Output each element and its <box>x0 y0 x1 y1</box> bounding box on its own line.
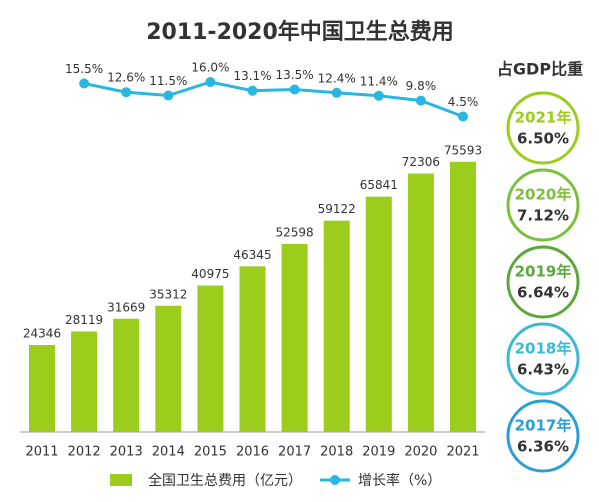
line-point <box>205 77 216 87</box>
data-label: 13.1% <box>233 69 271 83</box>
gdp-share-value: 7.12% <box>517 207 569 225</box>
data-label: 40975 <box>191 267 229 281</box>
x-tick-label: 2011 <box>25 445 58 460</box>
line-point <box>163 90 174 101</box>
x-tick-label: 2015 <box>194 445 227 460</box>
gdp-share-ring <box>506 399 580 473</box>
legend-swatch <box>110 474 132 486</box>
x-tick-label: 2012 <box>68 445 101 460</box>
line-point <box>289 84 300 95</box>
gdp-share-year: 2021年 <box>515 109 572 127</box>
line-point <box>458 111 468 122</box>
bar <box>71 331 98 432</box>
bar <box>323 220 350 432</box>
gdp-share-value: 6.50% <box>517 130 569 148</box>
chart-title: 2011-2020年中国卫生总费用 <box>146 19 454 45</box>
bar <box>29 344 55 432</box>
x-tick-label: 2021 <box>446 445 479 460</box>
line-point <box>373 90 384 101</box>
x-tick-label: 2013 <box>110 445 143 460</box>
data-label: 11.5% <box>149 74 187 88</box>
bar <box>365 196 392 432</box>
line <box>83 80 464 118</box>
line-point <box>331 87 342 98</box>
x-tick-label: 2014 <box>152 445 185 460</box>
gdp-share-ring <box>506 322 580 396</box>
data-label: 15.5% <box>65 62 103 76</box>
bar <box>450 161 476 433</box>
x-tick-label: 2018 <box>320 445 353 460</box>
gdp-share-ring <box>506 168 580 242</box>
bar <box>113 318 140 432</box>
data-label: 72306 <box>402 155 440 169</box>
gdp-share-year: 2019年 <box>515 263 572 281</box>
gdp-share-value: 6.43% <box>517 361 569 379</box>
data-label: 65841 <box>360 178 398 192</box>
x-tick-label: 2020 <box>404 445 437 460</box>
x-tick-label: 2016 <box>236 445 269 460</box>
legend-label: 全国卫生总费用（亿元） <box>148 472 302 489</box>
data-label: 46345 <box>233 248 271 262</box>
data-label: 28119 <box>65 313 103 327</box>
bar <box>239 266 266 432</box>
data-label: 75593 <box>444 143 482 157</box>
data-label: 13.5% <box>276 68 314 82</box>
data-label: 12.6% <box>107 71 145 85</box>
data-label: 35312 <box>149 287 187 301</box>
line-point <box>79 78 90 89</box>
gdp-share-title: 占GDP比重 <box>497 60 583 79</box>
gdp-share-ring <box>506 245 580 319</box>
gdp-share-ring <box>506 91 580 165</box>
gdp-share-year: 2018年 <box>515 340 572 358</box>
line-point <box>247 85 258 96</box>
gdp-share-value: 6.36% <box>517 438 569 456</box>
gdp-share-year: 2020年 <box>515 186 572 204</box>
x-tick-label: 2017 <box>278 445 311 460</box>
legend-label: 增长率（%） <box>358 472 441 489</box>
data-label: 59122 <box>318 202 356 216</box>
bar <box>281 243 308 432</box>
data-label: 4.5% <box>448 95 479 109</box>
data-label: 16.0% <box>191 61 229 75</box>
bar <box>407 173 434 432</box>
data-label: 31669 <box>107 300 145 314</box>
line-point <box>415 95 426 106</box>
data-label: 52598 <box>276 225 314 239</box>
legend-swatch <box>330 475 340 485</box>
data-label: 12.4% <box>318 71 356 85</box>
bar <box>197 285 224 432</box>
bar <box>155 305 182 432</box>
x-tick-label: 2019 <box>362 445 395 460</box>
gdp-share-value: 6.64% <box>517 284 569 302</box>
data-label: 24346 <box>23 326 61 340</box>
line-point <box>121 87 132 98</box>
gdp-share-year: 2017年 <box>515 417 572 435</box>
data-label: 9.8% <box>406 79 437 93</box>
data-label: 11.4% <box>360 74 398 88</box>
